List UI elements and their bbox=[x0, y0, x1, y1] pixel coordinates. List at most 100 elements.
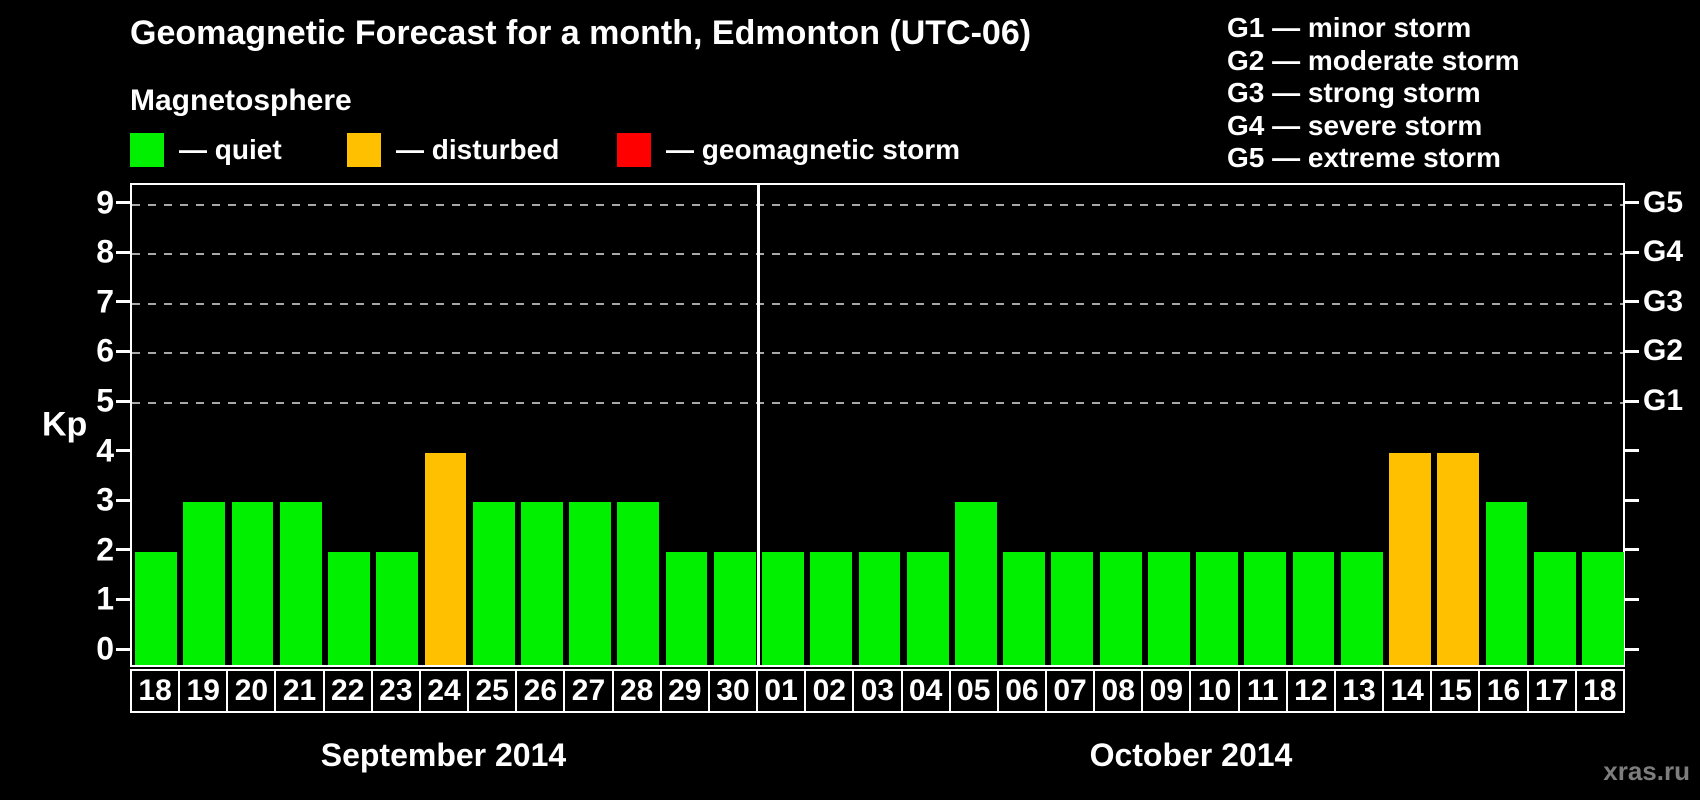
legend-item-disturbed: — disturbed bbox=[347, 132, 559, 168]
date-label: 25 bbox=[467, 669, 518, 713]
legend-label-quiet: — quiet bbox=[179, 134, 282, 165]
date-label: 24 bbox=[418, 669, 470, 713]
kp-bar-04 bbox=[906, 551, 949, 665]
date-label: 30 bbox=[707, 669, 759, 713]
legend-label-storm: — geomagnetic storm bbox=[666, 134, 961, 165]
y-tick-label: 8 bbox=[96, 233, 114, 270]
date-label: 09 bbox=[1141, 669, 1192, 713]
kp-bar-19 bbox=[183, 502, 226, 665]
y-tick-label: 6 bbox=[96, 332, 114, 369]
kp-bar-28 bbox=[617, 502, 660, 665]
y-axis-tick-left bbox=[116, 349, 130, 353]
kp-bar-14 bbox=[1389, 452, 1431, 665]
kp-bar-02 bbox=[810, 551, 853, 665]
y-axis-tick-left bbox=[116, 201, 130, 205]
y-tick-label: 0 bbox=[96, 630, 114, 667]
date-label: 22 bbox=[322, 669, 373, 713]
date-label: 19 bbox=[178, 669, 229, 713]
month-separator-line bbox=[757, 185, 761, 665]
gridline-kp-7 bbox=[132, 302, 1623, 305]
kp-bar-17 bbox=[1533, 551, 1576, 665]
y-axis-tick-right bbox=[1625, 647, 1639, 651]
date-label: 06 bbox=[996, 669, 1047, 713]
date-label: 27 bbox=[563, 669, 614, 713]
g-scale-line-g4: G4 — severe storm bbox=[1227, 109, 1483, 141]
date-label: 26 bbox=[515, 669, 566, 713]
y-axis-tick-left bbox=[116, 548, 130, 552]
date-label: 02 bbox=[804, 669, 855, 713]
kp-bar-15 bbox=[1437, 452, 1480, 665]
y-axis-tick-right bbox=[1625, 399, 1639, 403]
g-level-label-g4: G4 bbox=[1643, 235, 1684, 269]
legend-item-storm: — geomagnetic storm bbox=[617, 132, 960, 168]
date-label: 13 bbox=[1333, 669, 1385, 713]
kp-bar-01 bbox=[762, 551, 804, 665]
y-tick-label: 1 bbox=[96, 580, 114, 617]
kp-bar-23 bbox=[376, 551, 419, 665]
kp-bar-22 bbox=[328, 551, 370, 665]
y-axis-tick-right bbox=[1625, 349, 1639, 353]
kp-bar-11 bbox=[1244, 551, 1287, 665]
y-tick-label: 9 bbox=[96, 184, 114, 221]
kp-bar-09 bbox=[1147, 551, 1190, 665]
y-axis-tick-left bbox=[116, 399, 130, 403]
kp-bar-07 bbox=[1051, 551, 1094, 665]
chart-title: Geomagnetic Forecast for a month, Edmont… bbox=[130, 14, 1032, 52]
date-label: 01 bbox=[756, 669, 807, 713]
gridline-kp-8 bbox=[132, 253, 1623, 256]
kp-bar-24 bbox=[424, 452, 467, 665]
y-axis-tick-right bbox=[1625, 597, 1639, 601]
date-label: 12 bbox=[1285, 669, 1336, 713]
g-scale-line-g2: G2 — moderate storm bbox=[1227, 44, 1520, 76]
y-axis-title: Kp bbox=[42, 405, 88, 444]
y-tick-label: 4 bbox=[96, 432, 114, 469]
y-axis-tick-left bbox=[116, 250, 130, 254]
g-level-label-g2: G2 bbox=[1643, 334, 1684, 368]
y-axis-tick-right bbox=[1625, 498, 1639, 502]
g-scale-line-g5: G5 — extreme storm bbox=[1227, 142, 1501, 173]
month-label: September 2014 bbox=[320, 737, 567, 773]
kp-bar-05 bbox=[955, 502, 997, 665]
kp-bar-20 bbox=[231, 502, 274, 665]
kp-bar-08 bbox=[1099, 551, 1142, 665]
y-axis-tick-right bbox=[1625, 548, 1639, 552]
date-label: 17 bbox=[1526, 669, 1577, 713]
date-label: 03 bbox=[852, 669, 903, 713]
legend-label-disturbed: — disturbed bbox=[396, 134, 560, 165]
kp-bar-25 bbox=[472, 502, 515, 665]
g-level-label-g3: G3 bbox=[1643, 284, 1684, 318]
date-label: 23 bbox=[370, 669, 421, 713]
kp-bar-29 bbox=[665, 551, 708, 665]
storm-color-swatch bbox=[617, 133, 651, 167]
kp-bar-26 bbox=[521, 502, 563, 665]
y-tick-label: 2 bbox=[96, 531, 114, 568]
date-label: 16 bbox=[1478, 669, 1529, 713]
kp-bar-03 bbox=[858, 551, 901, 665]
y-tick-label: 3 bbox=[96, 481, 114, 518]
g-level-label-g1: G1 bbox=[1643, 384, 1684, 417]
date-label: 18 bbox=[1574, 669, 1625, 713]
y-tick-label: 7 bbox=[96, 283, 114, 320]
y-axis-tick-right bbox=[1625, 201, 1639, 205]
y-axis-tick-right bbox=[1625, 300, 1639, 304]
g-scale-line-g3: G3 — strong storm bbox=[1227, 77, 1481, 108]
y-axis-tick-right bbox=[1625, 250, 1639, 254]
kp-bar-10 bbox=[1196, 551, 1238, 665]
gridline-kp-5 bbox=[132, 402, 1623, 404]
gridline-kp-6 bbox=[132, 352, 1623, 355]
date-label: 18 bbox=[130, 669, 181, 713]
kp-bar-06 bbox=[1003, 551, 1046, 665]
g-level-label-g5: G5 bbox=[1643, 185, 1684, 219]
date-axis: 18 19 20 21 22 23 24 25 26 27 28 29 30 01 02 03 04 05 06 07… bbox=[130, 669, 1625, 713]
y-tick-label: 5 bbox=[96, 382, 114, 419]
watermark: xras.ru bbox=[1603, 756, 1690, 786]
kp-bar-21 bbox=[279, 502, 322, 665]
date-label: 04 bbox=[900, 669, 951, 713]
kp-bar-16 bbox=[1485, 502, 1528, 665]
date-label: 21 bbox=[274, 669, 325, 713]
legend-item-quiet: — quiet bbox=[130, 132, 282, 168]
date-label: 05 bbox=[948, 669, 999, 713]
month-label: October 2014 bbox=[1089, 737, 1293, 773]
date-label: 07 bbox=[1044, 669, 1096, 713]
